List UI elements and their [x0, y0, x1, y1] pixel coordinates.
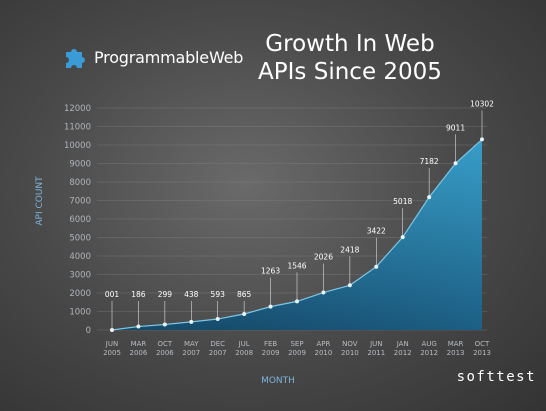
y-tick-label: 10000 — [64, 141, 91, 151]
value-label: 5018 — [393, 197, 412, 206]
value-label: 001 — [105, 290, 120, 299]
logo: ProgrammableWeb — [62, 44, 243, 70]
value-label: 10302 — [470, 99, 494, 108]
y-tick-label: 8000 — [69, 178, 91, 188]
x-tick-label: AUG 2012 — [420, 340, 438, 357]
data-point — [110, 327, 114, 332]
data-points — [110, 137, 484, 332]
y-tick-label: 3000 — [69, 271, 91, 281]
value-label: 438 — [184, 290, 199, 299]
value-label: 593 — [211, 290, 226, 299]
x-axis-label: MONTH — [261, 376, 295, 386]
data-point — [480, 137, 484, 142]
logo-text: ProgrammableWeb — [94, 47, 244, 67]
value-label: 2026 — [314, 253, 333, 262]
data-point — [453, 161, 458, 166]
chart-title: Growth In Web APIs Since 2005 — [250, 30, 450, 86]
x-tick-label: JAN 2012 — [394, 340, 412, 357]
puzzle-logo-icon — [66, 49, 85, 68]
value-label: 299 — [158, 290, 173, 299]
y-tick-label: 12000 — [64, 104, 91, 114]
data-point — [136, 324, 141, 329]
area-highlight — [112, 139, 482, 330]
value-stems — [111, 110, 483, 330]
y-tick-label: 5000 — [69, 234, 91, 244]
y-tick-label: 6000 — [69, 215, 91, 225]
y-axis-label: API COUNT — [35, 176, 45, 226]
y-tick-label: 1000 — [69, 308, 91, 318]
title-line-2: APIs Since 2005 — [258, 59, 442, 85]
watermark: softtest — [456, 369, 536, 385]
x-tick-label: NOV 2010 — [341, 340, 359, 357]
x-tick-label: SEP 2009 — [288, 340, 306, 357]
y-tick-label: 4000 — [69, 252, 91, 262]
data-point — [268, 304, 273, 309]
data-point — [400, 235, 405, 240]
x-axis-ticks: JUN 2005 MAR 2006 OCT 2006 MAY 2007 DEC 2007 JUL 20… — [103, 340, 491, 357]
data-point — [295, 299, 299, 304]
value-label: 186 — [131, 290, 146, 299]
data-point — [242, 311, 247, 316]
data-point — [427, 195, 432, 200]
y-tick-label: 9000 — [69, 160, 91, 170]
value-label: 9011 — [446, 123, 465, 132]
data-point — [162, 322, 167, 327]
x-tick-label: OCT 2006 — [156, 340, 174, 357]
x-tick-label: JUL 2008 — [235, 340, 253, 357]
x-tick-label: MAR 2013 — [447, 340, 465, 357]
x-tick-label: OCT 2013 — [473, 340, 491, 357]
data-point — [374, 264, 379, 269]
y-tick-label: 11000 — [64, 123, 91, 133]
y-axis-ticks: 0 1000 2000 3000 4000 5000 6000 7000 8000 9000 100… — [64, 104, 91, 336]
data-point — [347, 283, 352, 288]
y-tick-label: 7000 — [69, 197, 91, 207]
data-point — [215, 317, 220, 322]
value-labels: 001 186 299 438 593 865 1263 1546 2026 2418 3422 50… — [105, 99, 494, 299]
x-tick-label: FEB 2009 — [262, 340, 280, 357]
value-label: 865 — [237, 290, 252, 299]
x-tick-label: DEC 2007 — [209, 340, 227, 357]
x-tick-label: JUN 2011 — [367, 340, 385, 357]
title-line-1: Growth In Web — [265, 31, 435, 57]
x-tick-label: APR 2010 — [315, 340, 333, 357]
value-label: 1546 — [287, 261, 306, 270]
data-point — [321, 290, 326, 295]
x-tick-label: MAY 2007 — [182, 340, 200, 357]
y-tick-label: 0 — [86, 326, 91, 336]
value-label: 2418 — [340, 245, 359, 254]
data-point — [189, 319, 194, 324]
value-label: 7182 — [420, 157, 439, 166]
y-tick-label: 2000 — [69, 289, 91, 299]
x-tick-label: MAR 2006 — [130, 340, 148, 357]
x-tick-label: JUN 2005 — [103, 340, 121, 357]
value-label: 1263 — [261, 267, 280, 276]
value-label: 3422 — [367, 227, 386, 236]
